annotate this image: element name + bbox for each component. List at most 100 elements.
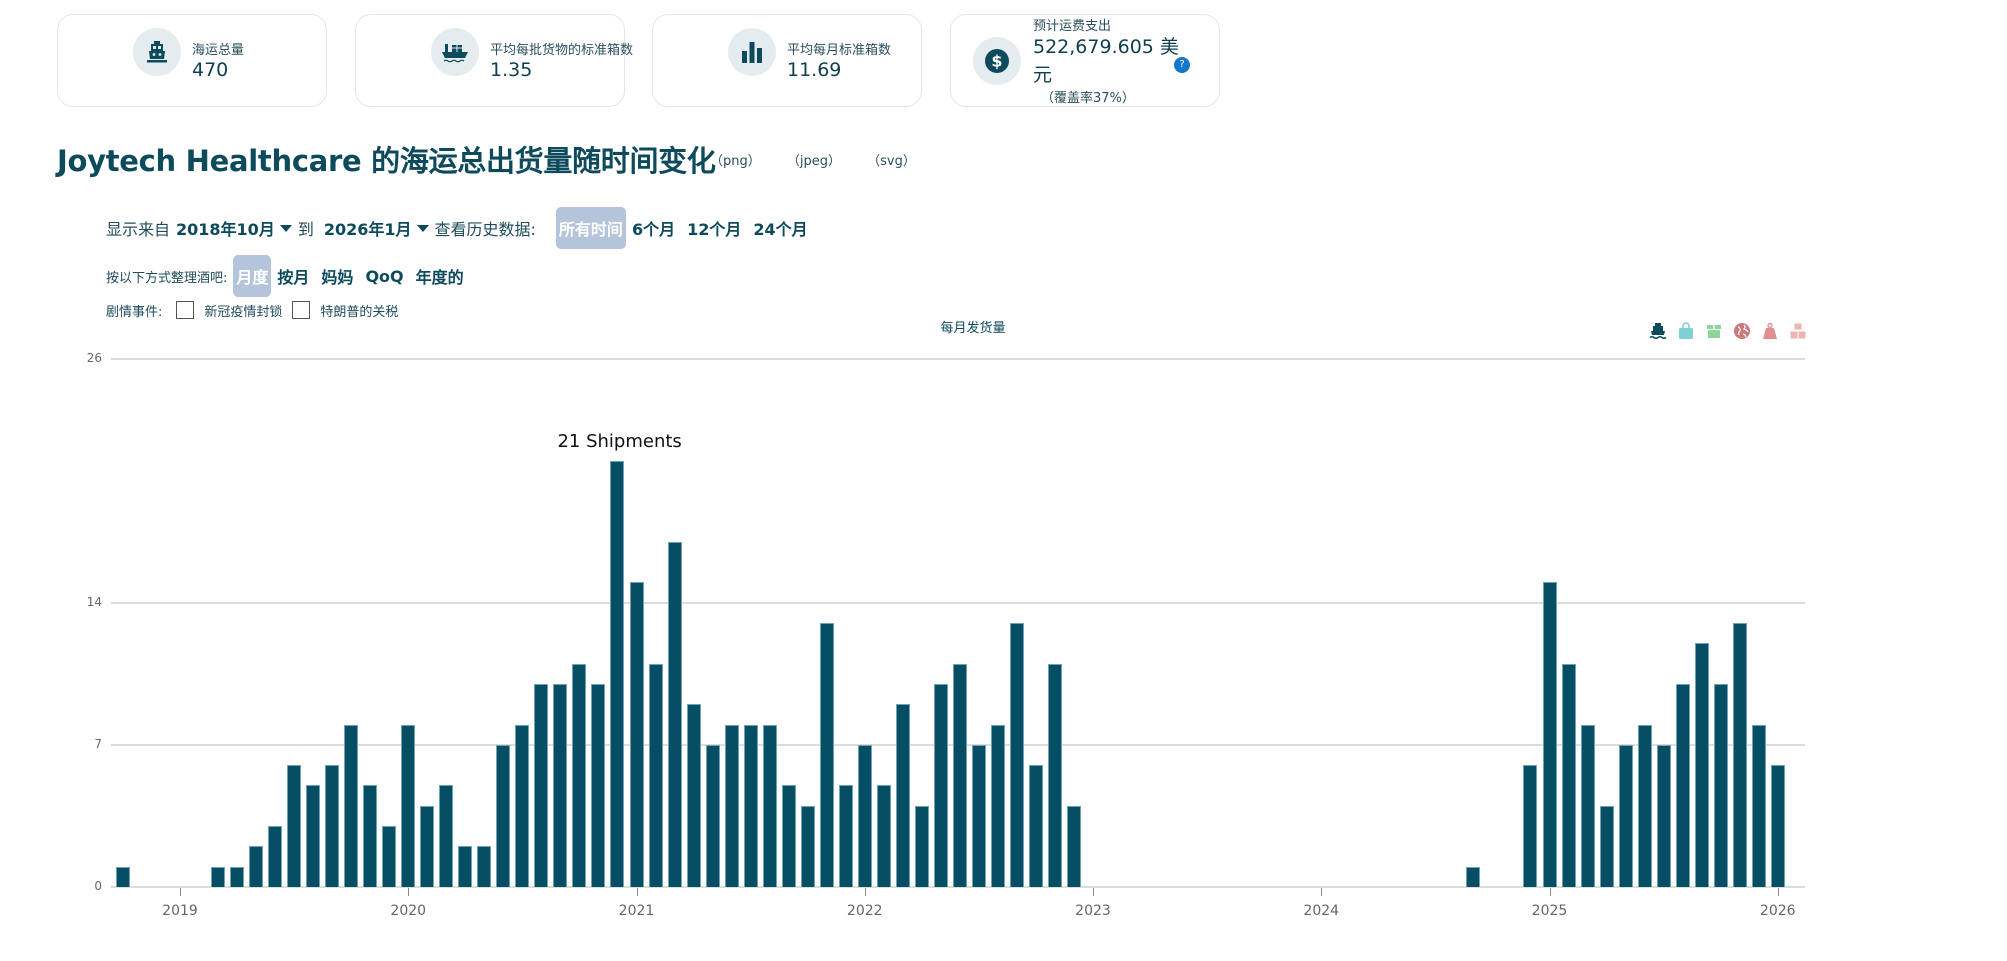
x-axis-tick xyxy=(1093,888,1094,896)
weight-icon[interactable] xyxy=(1760,321,1780,341)
bar-2021-11[interactable] xyxy=(819,623,834,887)
export-jpeg-link[interactable]: （jpeg） xyxy=(786,154,842,169)
bar-2025-05[interactable] xyxy=(1618,744,1633,887)
help-icon[interactable]: ? xyxy=(1174,57,1190,73)
bar-2018-10[interactable] xyxy=(115,866,130,887)
bar-2020-12[interactable] xyxy=(610,460,625,887)
bar-2024-12[interactable] xyxy=(1523,765,1538,887)
bar-2020-11[interactable] xyxy=(591,683,606,887)
bar-2020-06[interactable] xyxy=(496,744,511,887)
gridline xyxy=(111,886,1805,888)
coverage-note: （覆盖率37%） xyxy=(1041,91,1135,106)
trump-tariffs-checkbox[interactable] xyxy=(292,301,311,319)
events-label: 剧情事件: xyxy=(106,304,163,320)
bar-2022-03[interactable] xyxy=(895,704,910,887)
bar-2025-09[interactable] xyxy=(1694,643,1709,887)
bar-2022-11[interactable] xyxy=(1047,663,1062,887)
history-all-time-button[interactable]: 所有时间 xyxy=(555,207,626,249)
bar-2025-12[interactable] xyxy=(1751,724,1766,887)
stat-label: 平均每月标准箱数 xyxy=(787,43,892,58)
stat-label: 海运总量 xyxy=(192,43,245,58)
bar-2020-10[interactable] xyxy=(572,663,587,887)
group-mom-button[interactable]: 妈妈 xyxy=(321,268,354,287)
bar-2021-02[interactable] xyxy=(648,663,663,887)
bar-2022-06[interactable] xyxy=(952,663,967,887)
y-axis-label: 26 xyxy=(86,351,102,365)
covid-lockdown-checkbox[interactable] xyxy=(176,301,195,319)
bar-2025-10[interactable] xyxy=(1713,683,1728,887)
bar-2021-07[interactable] xyxy=(743,724,758,887)
svg-text:$: $ xyxy=(991,52,1002,71)
bar-2021-03[interactable] xyxy=(667,541,682,887)
bar-2026-01[interactable] xyxy=(1770,765,1785,887)
bar-2022-02[interactable] xyxy=(876,785,891,887)
group-monthly-button[interactable]: 月度 xyxy=(233,255,272,297)
bar-2021-01[interactable] xyxy=(629,582,644,887)
group-label: 按以下方式整理酒吧: xyxy=(106,270,228,286)
to-date-select[interactable]: 2026年1月 xyxy=(323,220,412,239)
bar-2019-08[interactable] xyxy=(306,785,321,887)
bar-2020-09[interactable] xyxy=(553,683,568,887)
bar-2021-06[interactable] xyxy=(724,724,739,887)
chevron-down-icon[interactable] xyxy=(279,224,292,232)
stat-label: 平均每批货物的标准箱数 xyxy=(490,43,634,58)
history-6-months-button[interactable]: 6个月 xyxy=(631,220,676,239)
cargo-ship-icon xyxy=(431,28,479,76)
bar-2022-09[interactable] xyxy=(1009,623,1024,887)
bar-2019-12[interactable] xyxy=(382,826,397,887)
ship-icon[interactable] xyxy=(1648,321,1668,341)
history-12-months-button[interactable]: 12个月 xyxy=(687,220,742,239)
bar-2020-04[interactable] xyxy=(458,846,473,887)
bar-2022-01[interactable] xyxy=(857,744,872,887)
bar-2020-07[interactable] xyxy=(515,724,530,887)
bar-2019-09[interactable] xyxy=(325,765,340,887)
bar-2025-06[interactable] xyxy=(1637,724,1652,887)
bar-2019-07[interactable] xyxy=(287,765,302,887)
bar-2019-06[interactable] xyxy=(268,826,283,887)
bar-2019-11[interactable] xyxy=(363,785,378,887)
history-24-months-button[interactable]: 24个月 xyxy=(753,220,808,239)
bar-2025-01[interactable] xyxy=(1542,582,1557,887)
bar-2019-10[interactable] xyxy=(344,724,359,887)
boxes-icon[interactable] xyxy=(1788,321,1808,341)
bar-2022-12[interactable] xyxy=(1066,805,1081,887)
bar-2020-03[interactable] xyxy=(439,785,454,887)
export-png-link[interactable]: （png） xyxy=(710,154,761,169)
bar-2025-04[interactable] xyxy=(1599,805,1614,887)
bar-2024-09[interactable] xyxy=(1466,866,1481,887)
x-axis-label: 2020 xyxy=(390,903,427,919)
bar-2019-05[interactable] xyxy=(249,846,264,887)
bar-2021-10[interactable] xyxy=(800,805,815,887)
box-icon[interactable] xyxy=(1704,321,1724,341)
bar-2025-02[interactable] xyxy=(1561,663,1576,887)
bar-2025-03[interactable] xyxy=(1580,724,1595,887)
bar-2019-03[interactable] xyxy=(211,866,226,887)
bag-icon[interactable] xyxy=(1676,321,1696,341)
bar-2020-05[interactable] xyxy=(477,846,492,887)
bar-2019-04[interactable] xyxy=(230,866,245,887)
bar-2020-01[interactable] xyxy=(401,724,416,887)
bar-2025-07[interactable] xyxy=(1656,744,1671,887)
group-yearly-button[interactable]: 年度的 xyxy=(415,268,464,287)
bar-2021-08[interactable] xyxy=(762,724,777,887)
bar-2021-12[interactable] xyxy=(838,785,853,887)
stat-value: 1.35 xyxy=(490,59,533,81)
bar-2022-08[interactable] xyxy=(990,724,1005,887)
bar-2021-05[interactable] xyxy=(705,744,720,887)
bar-2025-11[interactable] xyxy=(1732,623,1747,887)
chevron-down-icon[interactable] xyxy=(416,224,429,232)
group-qoq-button[interactable]: QoQ xyxy=(365,266,404,286)
bar-2021-04[interactable] xyxy=(686,704,701,887)
bar-2022-04[interactable] xyxy=(914,805,929,887)
export-svg-link[interactable]: （svg） xyxy=(867,154,916,169)
bar-2022-10[interactable] xyxy=(1028,765,1043,887)
group-by-month-button[interactable]: 按月 xyxy=(277,268,310,287)
bar-2025-08[interactable] xyxy=(1675,683,1690,887)
bar-2022-07[interactable] xyxy=(971,744,986,887)
bar-2020-08[interactable] xyxy=(534,683,549,887)
bar-2020-02[interactable] xyxy=(420,805,435,887)
globe-icon[interactable] xyxy=(1732,321,1752,341)
bar-2021-09[interactable] xyxy=(781,785,796,887)
from-date-select[interactable]: 2018年10月 xyxy=(176,220,275,239)
bar-2022-05[interactable] xyxy=(933,683,948,887)
